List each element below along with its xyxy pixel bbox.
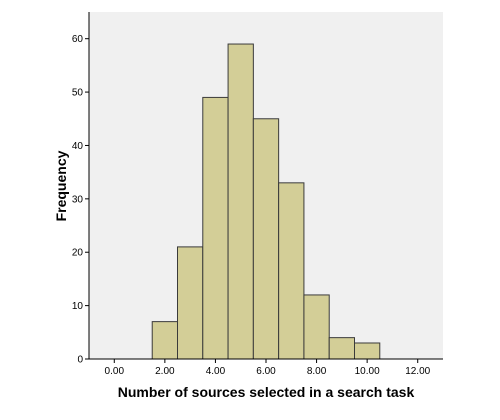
y-tick-label: 40 [72,141,84,152]
histogram-bar [303,294,330,360]
histogram-bar [202,96,229,360]
x-axis: 0.00 2.00 4.00 6.00 8.00 10.00 12.00 [89,358,443,377]
x-tick-label: 4.00 [206,366,226,377]
x-tick-label: 10.00 [355,366,380,377]
x-tick-label: 12.00 [405,366,430,377]
histogram-bar [328,337,356,360]
x-tick-label: 0.00 [105,366,125,377]
y-tick-label: 50 [72,88,84,99]
histogram-bar [252,118,280,360]
x-tick-label: 6.00 [256,366,276,377]
y-tick-label: 10 [72,301,84,312]
histogram-bar [177,246,204,360]
y-tick-label: 0 [77,355,83,366]
x-tick-label: 2.00 [155,366,175,377]
y-axis-title: Frequency [53,150,69,221]
histogram-bar [354,342,381,360]
y-tick-label: 20 [72,248,84,259]
histogram-bar [227,43,254,360]
x-axis-title: Number of sources selected in a search t… [118,384,415,400]
y-tick-label: 60 [72,34,84,45]
histogram-bar [278,182,305,360]
histogram-bar [151,321,178,360]
y-axis: 0 10 20 30 40 50 60 [72,12,90,366]
bars [151,43,381,360]
y-tick-label: 30 [72,194,84,205]
x-tick-label: 8.00 [307,366,327,377]
